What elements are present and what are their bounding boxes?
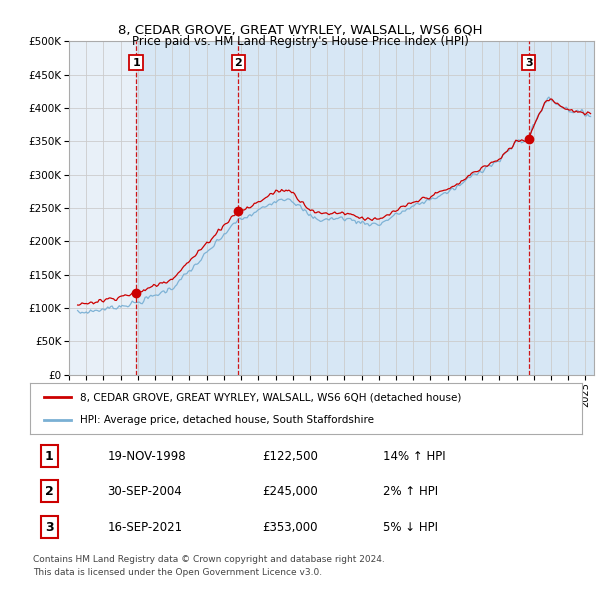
Text: 1: 1	[132, 58, 140, 68]
Text: Price paid vs. HM Land Registry's House Price Index (HPI): Price paid vs. HM Land Registry's House …	[131, 35, 469, 48]
Text: 2: 2	[45, 484, 53, 498]
Text: 30-SEP-2004: 30-SEP-2004	[107, 484, 182, 498]
Text: Contains HM Land Registry data © Crown copyright and database right 2024.: Contains HM Land Registry data © Crown c…	[33, 555, 385, 563]
Text: 16-SEP-2021: 16-SEP-2021	[107, 521, 182, 534]
Text: 3: 3	[525, 58, 533, 68]
Text: 14% ↑ HPI: 14% ↑ HPI	[383, 450, 446, 463]
Text: £122,500: £122,500	[262, 450, 318, 463]
Bar	[529, 41, 594, 375]
Text: 8, CEDAR GROVE, GREAT WYRLEY, WALSALL, WS6 6QH: 8, CEDAR GROVE, GREAT WYRLEY, WALSALL, W…	[118, 24, 482, 37]
Text: £245,000: £245,000	[262, 484, 317, 498]
Text: This data is licensed under the Open Government Licence v3.0.: This data is licensed under the Open Gov…	[33, 568, 322, 576]
Text: 2: 2	[235, 58, 242, 68]
Bar	[136, 41, 238, 375]
Text: HPI: Average price, detached house, South Staffordshire: HPI: Average price, detached house, Sout…	[80, 415, 374, 425]
Text: £353,000: £353,000	[262, 521, 317, 534]
Text: 1: 1	[45, 450, 53, 463]
Text: 3: 3	[45, 521, 53, 534]
Text: 2% ↑ HPI: 2% ↑ HPI	[383, 484, 439, 498]
Bar	[238, 41, 529, 375]
Text: 19-NOV-1998: 19-NOV-1998	[107, 450, 186, 463]
Text: 5% ↓ HPI: 5% ↓ HPI	[383, 521, 438, 534]
Text: 8, CEDAR GROVE, GREAT WYRLEY, WALSALL, WS6 6QH (detached house): 8, CEDAR GROVE, GREAT WYRLEY, WALSALL, W…	[80, 392, 461, 402]
